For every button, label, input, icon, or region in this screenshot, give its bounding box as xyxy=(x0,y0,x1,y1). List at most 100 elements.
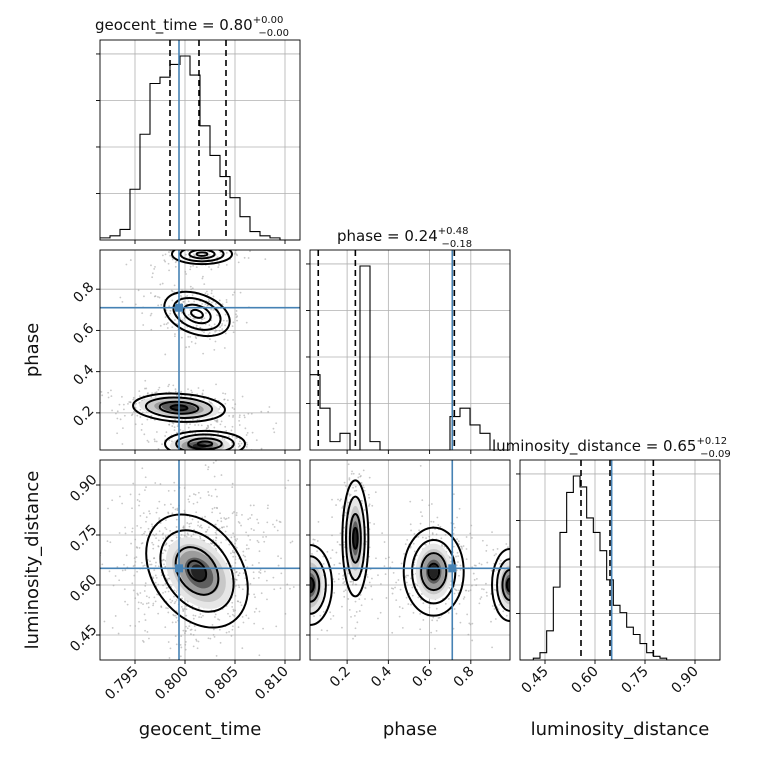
p2d-dist-geo-cloud-sample-646 xyxy=(245,544,248,547)
p2d-phase-geo-blob1-sample-143 xyxy=(171,290,174,293)
p2d-dist-phase-blob1-sample-317 xyxy=(481,539,484,542)
p2d-dist-geo-cloud-sample-551 xyxy=(214,539,217,542)
p2d-phase-geo-blob1-sample-30 xyxy=(209,338,211,341)
p2d-dist-geo-cloud-sample-774 xyxy=(181,597,183,600)
p2d-dist-phase-blob1-sample-102 xyxy=(409,500,412,503)
p2d-dist-phase-blob1-sample-280 xyxy=(410,603,412,606)
p2d-dist-geo-cloud-sample-720 xyxy=(124,532,127,535)
p2d-dist-phase-blob0-sample-202 xyxy=(366,576,369,578)
p2d-dist-phase-c3-contour-0 xyxy=(491,548,510,622)
p2d-dist-phase-blob1-sample-309 xyxy=(422,602,425,605)
p2d-dist-phase-blob1-sample-76 xyxy=(436,516,439,519)
p2d-dist-geo-cloud-sample-110 xyxy=(195,511,198,514)
p2d-phase-geo-blob3-sample-168 xyxy=(222,457,224,459)
p2d-phase-geo-blob1-sample-67 xyxy=(181,289,183,292)
p2d-phase-geo-blob2-sample-261 xyxy=(232,398,234,401)
p2d-dist-geo-cloud-sample-440 xyxy=(204,530,207,533)
p2d-phase-geo-blob2-sample-54 xyxy=(101,394,104,397)
p2d-dist-geo-cloud-sample-9 xyxy=(161,552,164,555)
y-axis-label-phase: phase xyxy=(22,323,43,377)
p2d-phase-geo-blob2-sample-41 xyxy=(243,414,246,417)
p2d-phase-geo-blob3-sample-163 xyxy=(177,464,179,466)
p2d-dist-geo-ytick-label-1: 0.60 xyxy=(67,572,100,605)
p2d-dist-geo-cloud-sample-170 xyxy=(187,498,190,501)
p2d-phase-geo-blob0-sample-87 xyxy=(163,242,165,244)
p2d-dist-phase-blob1-sample-215 xyxy=(481,588,483,590)
p2d-dist-geo-cloud-sample-856 xyxy=(164,526,167,529)
p2d-phase-geo-blob3-sample-59 xyxy=(140,429,143,431)
p2d-dist-geo-cloud-sample-350 xyxy=(207,494,210,497)
p2d-dist-phase-blob3-sample-30 xyxy=(485,550,488,552)
p2d-dist-phase-blob1-sample-293 xyxy=(458,507,461,510)
p2d-dist-phase-blob2-sample-106 xyxy=(290,609,292,611)
p2d-dist-geo-cloud-sample-621 xyxy=(262,627,264,630)
p2d-dist-phase-blob1-sample-246 xyxy=(465,548,468,550)
p2d-dist-geo-cloud-sample-837 xyxy=(264,570,266,573)
p2d-dist-phase-blob2-sample-118 xyxy=(302,592,304,594)
p2d-dist-phase-blob3-sample-58 xyxy=(529,597,531,599)
p2d-phase-geo-c1-contour-2 xyxy=(182,303,212,325)
p2d-dist-geo-cloud-sample-289 xyxy=(196,647,199,650)
p2d-phase-geo-blob3-sample-53 xyxy=(299,454,301,456)
p2d-dist-geo-main-contour-1 xyxy=(159,529,235,613)
p2d-dist-geo-cloud-sample-483 xyxy=(192,645,195,648)
p2d-dist-geo-cloud-sample-887 xyxy=(157,545,160,547)
p2d-dist-geo-cloud-sample-35 xyxy=(238,586,241,589)
p2d-dist-phase-blob1-sample-104 xyxy=(465,558,468,560)
p2d-dist-geo-cloud-sample-627 xyxy=(151,523,153,526)
p2d-dist-phase-xtick-label-3: 0.8 xyxy=(451,664,478,691)
p2d-dist-geo-cloud-sample-216 xyxy=(216,495,218,498)
p2d-dist-phase-blob2-sample-142 xyxy=(342,577,345,580)
p2d-phase-geo-blob3-sample-117 xyxy=(213,426,216,429)
p2d-dist-phase-blob0-sample-83 xyxy=(339,562,342,565)
p2d-phase-geo-blob2-sample-116 xyxy=(139,416,142,418)
p2d-phase-geo-blob3-sample-175 xyxy=(182,430,184,432)
p2d-dist-geo-cloud-sample-369 xyxy=(188,522,191,525)
p2d-dist-geo-cloud-sample-265 xyxy=(180,635,183,638)
p2d-phase-geo-blob2-sample-283 xyxy=(158,386,161,389)
p2d-dist-phase-blob1-sample-108 xyxy=(471,537,473,539)
p2d-dist-phase-blob1-sample-80 xyxy=(405,574,408,577)
p2d-dist-geo-cloud-sample-315 xyxy=(149,563,151,566)
p2d-dist-phase-blob1-sample-112 xyxy=(390,587,393,590)
p2d-dist-phase-blob2-sample-92 xyxy=(332,614,335,617)
p2d-dist-geo-cloud-sample-424 xyxy=(151,525,154,528)
p2d-dist-phase-blob1-sample-143 xyxy=(430,503,433,505)
p2d-dist-phase-blob3-sample-17 xyxy=(507,546,509,549)
p2d-dist-geo-cloud-sample-327 xyxy=(229,615,231,618)
p2d-phase-geo-blob2-sample-192 xyxy=(132,396,135,399)
p2d-dist-phase-blob1-sample-57 xyxy=(435,630,438,632)
p2d-dist-geo-cloud-sample-651 xyxy=(142,565,145,567)
p2d-phase-geo-blob1-sample-192 xyxy=(204,292,207,295)
p2d-phase-geo-blob2-sample-291 xyxy=(98,395,100,397)
p2d-dist-phase-blob0-sample-21 xyxy=(345,568,348,571)
p2d-dist-phase-blob1-sample-99 xyxy=(435,607,438,610)
p2d-dist-phase-blob3-sample-26 xyxy=(485,582,487,585)
p2d-dist-phase-blob1-sample-306 xyxy=(392,571,395,574)
p2d-dist-geo-cloud-sample-263 xyxy=(114,575,117,577)
p2d-dist-phase-blob0-sample-160 xyxy=(343,590,345,593)
p2d-dist-geo-cloud-sample-62 xyxy=(101,563,104,566)
p2d-dist-geo-cloud-sample-20 xyxy=(223,517,226,519)
p2d-dist-geo-cloud-sample-741 xyxy=(204,464,207,467)
panel-2d-distance-vs-geocent-time: 0.795 0.800 0.805 0.810 0.45 0.60 0.75 0.90 xyxy=(67,459,301,703)
p2d-dist-geo-cloud-sample-397 xyxy=(192,617,195,620)
p2d-phase-geo-blob1-sample-107 xyxy=(208,324,211,327)
p2d-dist-geo-cloud-sample-322 xyxy=(234,542,236,545)
p2d-dist-geo-cloud-sample-821 xyxy=(237,600,240,603)
p2d-dist-phase-blob1-sample-52 xyxy=(421,593,423,595)
p2d-phase-geo-blob3-sample-182 xyxy=(247,456,249,458)
p2d-phase-geo-blob1-sample-219 xyxy=(235,310,238,312)
p2d-dist-geo-cloud-sample-500 xyxy=(223,526,225,528)
p2d-phase-geo-blob2-sample-145 xyxy=(228,415,231,417)
p2d-dist-phase-blob2-sample-117 xyxy=(307,661,309,663)
p2d-dist-phase-blob1-sample-221 xyxy=(412,542,415,545)
p2d-dist-geo-cloud-sample-667 xyxy=(184,648,187,651)
p2d-dist-phase-c3-contour-2 xyxy=(501,568,510,602)
p2d-phase-geo-blob1-sample-110 xyxy=(169,312,172,315)
p2d-dist-geo-cloud-sample-304 xyxy=(215,654,218,657)
p2d-dist-geo-cloud-sample-252 xyxy=(257,541,260,544)
p2d-phase-geo-blob1-sample-200 xyxy=(205,312,207,314)
p2d-dist-phase-blob1-sample-164 xyxy=(430,631,433,634)
p2d-phase-geo-blob0-sample-28 xyxy=(193,245,195,247)
